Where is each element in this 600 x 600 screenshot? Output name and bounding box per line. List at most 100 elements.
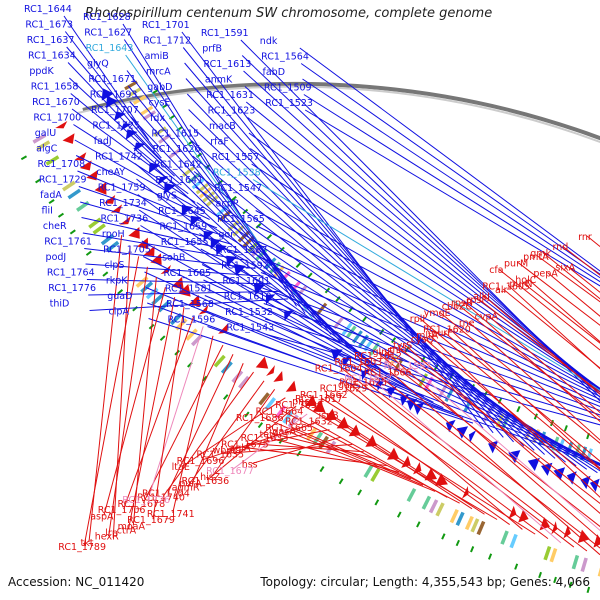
leader-line <box>488 315 600 414</box>
gene-label: RC1_1673 <box>25 20 73 31</box>
gene-tick <box>586 586 591 594</box>
gene-label: prfB <box>202 44 222 55</box>
gene-block <box>449 509 459 524</box>
gene-label: clpS <box>105 260 125 271</box>
gene-label: RC1_1686 <box>236 413 284 424</box>
leader-line <box>384 350 600 540</box>
leader-line <box>207 405 297 481</box>
gene-label: RC1_1601 <box>222 276 270 287</box>
gene-tick <box>357 489 363 496</box>
gene-tick <box>255 223 262 229</box>
gene-label: RC1_1644 <box>24 4 72 15</box>
gene-label: alkJ <box>473 291 490 302</box>
gene-block <box>370 468 381 482</box>
gene-label: RC1_1620 <box>423 324 471 335</box>
gene-block <box>36 140 51 151</box>
gene-block <box>352 330 363 344</box>
gene-label: RC1_1625 <box>339 377 387 388</box>
gene-label: RC1_1759 <box>98 183 146 194</box>
leader-line <box>258 241 600 400</box>
gene-arrow <box>304 394 317 407</box>
leader-line <box>250 148 600 390</box>
gene-label: RC1_1591 <box>201 28 249 39</box>
summary-text: Topology: circular; Length: 4,355,543 bp… <box>260 575 590 589</box>
gene-label: galU <box>35 128 56 139</box>
gene-label: tkt <box>81 538 94 549</box>
gene-block <box>500 530 509 545</box>
gene-tick <box>117 289 124 295</box>
gene-arrow <box>468 430 477 443</box>
gene-label: hexR <box>95 532 119 543</box>
leader-line <box>345 387 549 540</box>
leader-line <box>134 163 377 368</box>
gene-block <box>218 210 232 222</box>
gene-label: ctrA <box>117 525 137 536</box>
gene-block <box>120 258 134 271</box>
leader-line <box>103 287 166 516</box>
gene-tick <box>416 521 421 528</box>
leader-line <box>251 436 341 465</box>
leader-line <box>123 316 195 510</box>
label-leader-lines <box>63 15 600 556</box>
gene-arrow <box>566 471 577 485</box>
gene-label: mkl <box>389 345 406 356</box>
leader-line <box>340 367 575 548</box>
leader-line <box>349 383 523 530</box>
gene-block <box>198 186 212 199</box>
gene-label: RC1_1612 <box>354 351 402 362</box>
leader-line <box>162 371 254 497</box>
gene-arrow <box>413 402 425 415</box>
gene-label: RC1_1707 <box>91 105 139 116</box>
gene-label: rnd <box>553 242 569 253</box>
gene-label: RC1_1666 <box>364 367 412 378</box>
gene-label: RC1_1610 <box>224 292 272 303</box>
gene-label: RC1_1645 <box>158 206 206 217</box>
gene-tick <box>379 328 385 335</box>
gene-label: RC1_1635 <box>196 449 244 460</box>
gene-label: macB <box>209 121 236 132</box>
leader-line <box>182 47 494 434</box>
gene-label: cysQ <box>411 334 434 345</box>
gene-label: pmtA <box>523 252 549 263</box>
gene-block <box>509 533 518 549</box>
leader-line <box>251 163 600 390</box>
gene-label: RC1_1685 <box>163 268 211 279</box>
leader-line <box>77 170 218 229</box>
gene-label: cfa <box>489 265 503 276</box>
gene-arrow <box>143 245 155 257</box>
gene-label: RC1_1636 <box>181 476 229 487</box>
gene-block <box>305 427 317 441</box>
leader-line <box>325 393 510 525</box>
leader-line <box>144 271 444 409</box>
gene-label: rne <box>459 318 475 329</box>
gene-block <box>543 545 552 561</box>
gene-label: RC1_1677 <box>206 466 254 477</box>
leader-line <box>142 344 224 504</box>
gene-label: RC1_1678 <box>117 499 165 510</box>
gene-label: ispB <box>318 410 338 421</box>
gene-label: RC1_1615 <box>151 129 199 140</box>
gene-label: RC1_1568 <box>166 299 214 310</box>
gene-label: algC <box>36 144 57 155</box>
gene-tick <box>48 199 55 205</box>
gene-label: rpsR <box>451 298 473 309</box>
gene-label: RC1_1761 <box>44 237 92 248</box>
gene-label: RC1_1706 <box>98 505 146 516</box>
gene-tick <box>266 234 273 240</box>
gene-label: RC1_1509 <box>264 83 312 94</box>
leader-line <box>463 301 600 423</box>
gene-label: RC1_1741 <box>147 509 195 520</box>
gene-block <box>300 423 312 437</box>
gene-label: RC1_1641 <box>155 175 203 186</box>
outer-rna-track <box>20 155 591 594</box>
leader-line <box>286 430 436 492</box>
gene-label: rpoH <box>102 229 125 240</box>
gene-label: RC1_1708 <box>37 159 85 170</box>
gene-label: RC1_1592 <box>221 261 269 272</box>
gene-label: agmR <box>172 482 200 493</box>
gene-label: RC1_1596 <box>168 315 216 326</box>
leader-line <box>152 306 185 520</box>
leader-line <box>86 279 272 285</box>
gene-label: RC1_1634 <box>28 51 76 62</box>
gene-block <box>244 380 256 395</box>
